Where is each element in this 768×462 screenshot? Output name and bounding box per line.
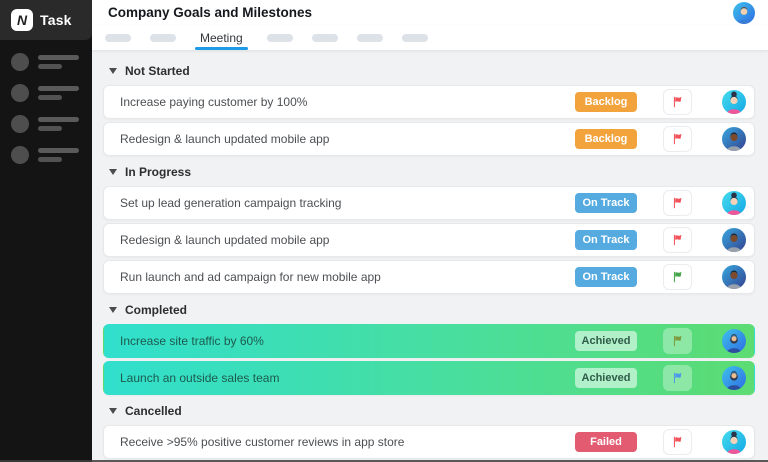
goal-row[interactable]: Receive >95% positive customer reviews i… xyxy=(103,425,755,459)
flag-button[interactable] xyxy=(663,429,692,455)
skeleton-circle-icon xyxy=(11,53,29,71)
ntask-logo-icon: N xyxy=(11,9,33,31)
skeleton-circle-icon xyxy=(11,115,29,133)
goal-row[interactable]: Run launch and ad campaign for new mobil… xyxy=(103,260,755,294)
man-dark-avatar-icon xyxy=(722,265,746,289)
caret-down-icon xyxy=(109,68,117,74)
woman-pink-avatar-icon xyxy=(722,430,746,454)
flag-button[interactable] xyxy=(663,264,692,290)
status-badge[interactable]: Achieved xyxy=(575,331,637,351)
assignee-avatar[interactable] xyxy=(722,329,746,353)
assignee-avatar[interactable] xyxy=(722,191,746,215)
goal-row[interactable]: Redesign & launch updated mobile app Bac… xyxy=(103,122,755,156)
man-beard-avatar-icon xyxy=(722,366,746,390)
section-not-started: Not Started Increase paying customer by … xyxy=(103,64,755,156)
sidebar-skeleton-item[interactable] xyxy=(0,84,92,102)
tab-skeleton[interactable] xyxy=(401,33,428,42)
page-title: Company Goals and Milestones xyxy=(108,5,313,21)
tab-bar: Meeting xyxy=(92,25,768,51)
section-completed: Completed Increase site traffic by 60% A… xyxy=(103,303,755,395)
status-badge[interactable]: On Track xyxy=(575,193,637,213)
tab-skeleton[interactable] xyxy=(311,33,338,42)
status-badge[interactable]: Achieved xyxy=(575,368,637,388)
section-header-completed[interactable]: Completed xyxy=(109,303,755,317)
woman-pink-avatar-icon xyxy=(722,191,746,215)
user-avatar[interactable] xyxy=(733,2,755,24)
flag-icon xyxy=(671,334,685,348)
goal-title: Redesign & launch updated mobile app xyxy=(120,233,330,247)
tab-skeleton[interactable] xyxy=(150,33,176,42)
flag-icon xyxy=(671,196,685,210)
goal-row[interactable]: Increase paying customer by 100% Backlog xyxy=(103,85,755,119)
status-badge[interactable]: On Track xyxy=(575,230,637,250)
goal-title: Set up lead generation campaign tracking xyxy=(120,196,342,210)
flag-button[interactable] xyxy=(663,126,692,152)
tab-skeleton[interactable] xyxy=(105,33,131,42)
goal-title: Increase site traffic by 60% xyxy=(120,334,264,348)
goals-list: Not Started Increase paying customer by … xyxy=(92,50,768,462)
flag-icon xyxy=(671,132,685,146)
top-bar: Company Goals and Milestones xyxy=(92,0,768,26)
section-header-not-started[interactable]: Not Started xyxy=(109,64,755,78)
app-logo-text: Task xyxy=(40,12,72,28)
goal-title: Launch an outside sales team xyxy=(120,371,280,385)
assignee-avatar[interactable] xyxy=(722,127,746,151)
woman-pink-avatar-icon xyxy=(722,90,746,114)
skeleton-circle-icon xyxy=(11,146,29,164)
flag-icon xyxy=(671,95,685,109)
caret-down-icon xyxy=(109,307,117,313)
flag-icon xyxy=(671,270,685,284)
man-beard-avatar-icon xyxy=(722,329,746,353)
goal-row[interactable]: Launch an outside sales team Achieved xyxy=(103,361,755,395)
assignee-avatar[interactable] xyxy=(722,228,746,252)
assignee-avatar[interactable] xyxy=(722,265,746,289)
app-logo[interactable]: N Task xyxy=(0,0,92,40)
man-dark-avatar-icon xyxy=(722,127,746,151)
flag-button[interactable] xyxy=(663,89,692,115)
goal-title: Redesign & launch updated mobile app xyxy=(120,132,330,146)
goal-row[interactable]: Increase site traffic by 60% Achieved xyxy=(103,324,755,358)
section-header-in-progress[interactable]: In Progress xyxy=(109,165,755,179)
tab-skeleton[interactable] xyxy=(356,33,383,42)
status-badge[interactable]: Backlog xyxy=(575,92,637,112)
sidebar-skeleton-item[interactable] xyxy=(0,146,92,164)
flag-icon xyxy=(671,435,685,449)
main-panel: Company Goals and Milestones Meeting Not… xyxy=(92,0,768,462)
flag-button[interactable] xyxy=(663,190,692,216)
man-light-avatar-icon xyxy=(733,2,755,24)
goal-row[interactable]: Set up lead generation campaign tracking… xyxy=(103,186,755,220)
flag-button[interactable] xyxy=(663,227,692,253)
caret-down-icon xyxy=(109,169,117,175)
section-header-cancelled[interactable]: Cancelled xyxy=(109,404,755,418)
section-in-progress: In Progress Set up lead generation campa… xyxy=(103,165,755,294)
sidebar-skeleton-item[interactable] xyxy=(0,115,92,133)
flag-button[interactable] xyxy=(663,328,692,354)
tab-skeleton[interactable] xyxy=(266,33,293,42)
tab-meeting[interactable]: Meeting xyxy=(195,26,248,51)
goal-title: Run launch and ad campaign for new mobil… xyxy=(120,270,381,284)
caret-down-icon xyxy=(109,408,117,414)
section-cancelled: Cancelled Receive >95% positive customer… xyxy=(103,404,755,459)
goal-title: Increase paying customer by 100% xyxy=(120,95,308,109)
goal-title: Receive >95% positive customer reviews i… xyxy=(120,435,405,449)
assignee-avatar[interactable] xyxy=(722,430,746,454)
status-badge[interactable]: On Track xyxy=(575,267,637,287)
assignee-avatar[interactable] xyxy=(722,90,746,114)
flag-icon xyxy=(671,233,685,247)
flag-icon xyxy=(671,371,685,385)
flag-button[interactable] xyxy=(663,365,692,391)
sidebar: N Task xyxy=(0,0,92,462)
status-badge[interactable]: Backlog xyxy=(575,129,637,149)
sidebar-skeleton-item[interactable] xyxy=(0,53,92,71)
man-dark-avatar-icon xyxy=(722,228,746,252)
status-badge[interactable]: Failed xyxy=(575,432,637,452)
goal-row[interactable]: Redesign & launch updated mobile app On … xyxy=(103,223,755,257)
skeleton-circle-icon xyxy=(11,84,29,102)
assignee-avatar[interactable] xyxy=(722,366,746,390)
